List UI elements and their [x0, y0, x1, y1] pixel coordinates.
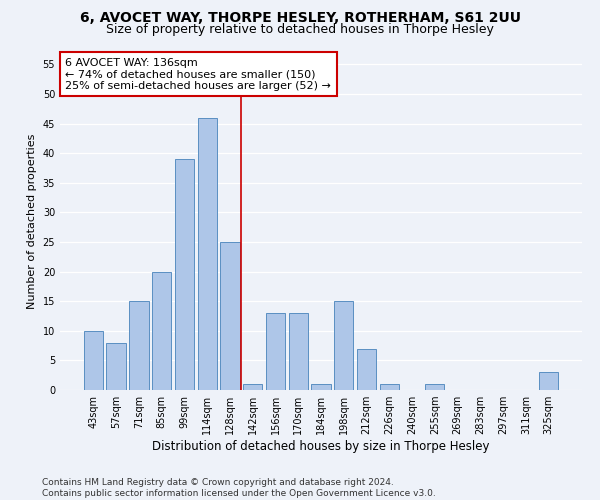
Text: Contains HM Land Registry data © Crown copyright and database right 2024.
Contai: Contains HM Land Registry data © Crown c…: [42, 478, 436, 498]
Bar: [311, 384, 331, 390]
Y-axis label: Number of detached properties: Number of detached properties: [27, 134, 37, 309]
Bar: [175, 159, 194, 390]
Bar: [266, 313, 285, 390]
Bar: [197, 118, 217, 390]
Bar: [380, 384, 399, 390]
Text: 6, AVOCET WAY, THORPE HESLEY, ROTHERHAM, S61 2UU: 6, AVOCET WAY, THORPE HESLEY, ROTHERHAM,…: [79, 11, 521, 25]
Bar: [106, 342, 126, 390]
Bar: [84, 331, 103, 390]
Bar: [220, 242, 239, 390]
Bar: [129, 301, 149, 390]
Bar: [152, 272, 172, 390]
Bar: [425, 384, 445, 390]
Bar: [289, 313, 308, 390]
Text: 6 AVOCET WAY: 136sqm
← 74% of detached houses are smaller (150)
25% of semi-deta: 6 AVOCET WAY: 136sqm ← 74% of detached h…: [65, 58, 331, 91]
Bar: [357, 348, 376, 390]
Bar: [243, 384, 262, 390]
X-axis label: Distribution of detached houses by size in Thorpe Hesley: Distribution of detached houses by size …: [152, 440, 490, 453]
Bar: [539, 372, 558, 390]
Text: Size of property relative to detached houses in Thorpe Hesley: Size of property relative to detached ho…: [106, 22, 494, 36]
Bar: [334, 301, 353, 390]
